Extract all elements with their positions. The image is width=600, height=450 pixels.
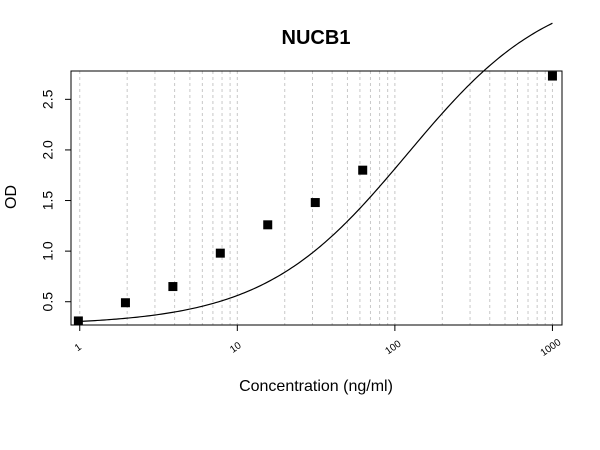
y-tick-label: 2.0	[40, 140, 56, 160]
y-tick-label: 2.5	[40, 89, 56, 109]
x-axis-ticks: 1 10 100 1000	[73, 325, 564, 359]
data-point	[73, 316, 83, 326]
x-tick-label: 1	[73, 342, 84, 354]
plot-frame	[70, 70, 563, 326]
y-tick-label: 0.5	[40, 292, 56, 312]
data-points	[73, 71, 557, 326]
data-point	[547, 71, 557, 81]
data-point	[358, 165, 368, 175]
data-point	[310, 198, 320, 208]
data-point	[215, 248, 225, 258]
data-point	[263, 220, 273, 230]
y-tick-label: 1.0	[40, 241, 56, 261]
data-point	[168, 282, 178, 292]
chart-title: NUCB1	[282, 27, 351, 49]
grid-lines	[79, 71, 553, 325]
y-tick-label: 1.5	[40, 191, 56, 211]
y-axis-label: OD	[3, 185, 20, 209]
x-tick-label: 10	[228, 340, 244, 356]
x-axis-label: Concentration (ng/ml)	[239, 378, 393, 395]
fit-curve	[78, 22, 553, 323]
data-point	[120, 298, 130, 308]
x-tick-label: 1000	[539, 337, 564, 359]
y-axis-ticks: 0.5 1.0 1.5 2.0 2.5	[40, 89, 71, 311]
x-tick-label: 100	[383, 338, 403, 357]
